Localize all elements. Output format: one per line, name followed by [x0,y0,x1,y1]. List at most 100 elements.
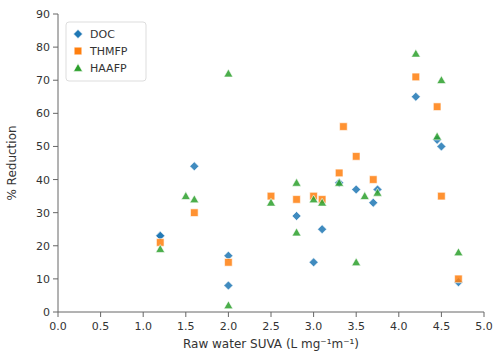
point [352,258,361,266]
point [318,225,327,234]
y-axis-label: % Reduction [5,125,19,200]
y-tick [53,212,58,213]
y-tick [53,245,58,246]
legend-label: DOC [90,28,115,41]
y-axis-line [58,14,59,312]
legend-marker [74,30,83,39]
point [411,92,420,101]
point [190,162,199,171]
point [373,188,382,196]
point [433,103,441,111]
x-tick-label: 4.0 [390,320,408,333]
series-1 [156,73,462,283]
point [369,176,377,184]
y-tick-label: 60 [36,107,50,120]
x-tick [271,312,272,317]
y-tick [53,179,58,180]
point [369,198,378,207]
point [181,192,190,200]
x-tick [356,312,357,317]
point [224,281,233,290]
point [335,169,343,177]
point [224,301,233,309]
point [360,192,369,200]
x-tick [185,312,186,317]
y-tick-label: 0 [43,306,50,319]
point [352,153,360,161]
point [292,178,301,186]
point [292,228,301,236]
x-tick [228,312,229,317]
y-tick [53,14,58,15]
y-tick [53,278,58,279]
y-tick-label: 70 [36,74,50,87]
point [411,49,420,57]
legend-label: HAAFP [90,62,127,75]
point [293,196,301,204]
legend-marker [74,47,82,55]
x-tick-label: 1.5 [177,320,195,333]
y-tick [53,47,58,48]
y-tick [53,312,58,313]
point [292,211,301,220]
x-tick [313,312,314,317]
point [225,259,233,267]
x-tick-label: 0.0 [49,320,67,333]
x-tick [398,312,399,317]
plot-background [58,14,484,312]
y-tick-label: 50 [36,140,50,153]
point [412,73,420,81]
y-tick-label: 10 [36,273,50,286]
y-tick [53,146,58,147]
point [455,275,463,283]
point [438,192,446,200]
x-tick-label: 5.0 [475,320,493,333]
x-axis-label: Raw water SUVA (L mg⁻¹m⁻¹) [183,337,359,351]
legend-marker [74,64,83,72]
x-tick-label: 4.5 [433,320,451,333]
point [309,195,318,203]
x-tick-label: 0.5 [92,320,110,333]
page: {"chart_data": { "type": "scatter", "xla… [0,0,500,358]
x-tick [100,312,101,317]
x-tick-label: 2.0 [220,320,238,333]
chart: 0.0 0.5 1.0 1.5 2.0 2.5 3.0 3.5 4.0 4.5 5.0 0 10 20 30… [0,0,500,358]
point [190,209,198,217]
y-tick-label: 90 [36,8,50,21]
y-tick-label: 20 [36,240,50,253]
axes: 0.0 0.5 1.0 1.5 2.0 2.5 3.0 3.5 4.0 4.5 5.0 0 10 20 30… [36,8,493,333]
legend-label: THMFP [89,45,128,58]
point [309,258,318,267]
y-tick-label: 30 [36,207,50,220]
series-2 [156,49,463,309]
x-tick-label: 3.5 [347,320,365,333]
x-tick [58,312,59,317]
legend: DOC THMFP HAAFP [66,22,146,81]
x-tick-label: 1.0 [134,320,152,333]
point [454,248,463,256]
point [224,69,233,77]
series-0 [156,92,463,290]
legend-box [66,22,146,81]
point [267,198,276,206]
y-tick-label: 40 [36,174,50,187]
x-tick [484,312,485,317]
x-tick [441,312,442,317]
point [318,198,327,206]
point [433,132,442,140]
point [437,142,446,151]
x-tick [143,312,144,317]
point [340,123,348,131]
x-tick-label: 3.0 [305,320,323,333]
point [352,185,361,194]
point [335,178,344,186]
point [335,178,344,187]
point [190,195,199,203]
x-tick-label: 2.5 [262,320,280,333]
point [156,245,165,253]
y-tick-label: 80 [36,41,50,54]
y-tick [53,113,58,114]
points [156,49,463,309]
y-tick [53,80,58,81]
point [437,76,446,84]
